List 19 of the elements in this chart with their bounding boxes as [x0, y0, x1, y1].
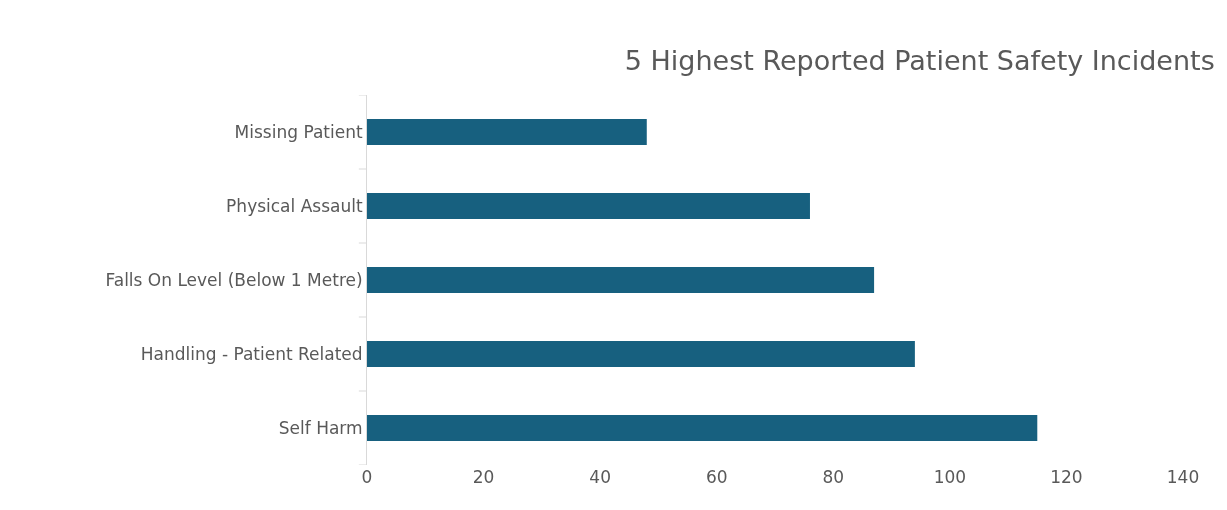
bar: [367, 119, 647, 145]
bar: [367, 267, 875, 293]
x-tick-label: 80: [822, 467, 845, 487]
x-tick-label: 0: [361, 467, 373, 487]
y-tick-label: Physical Assault: [226, 195, 363, 216]
y-tick-label: Self Harm: [278, 417, 363, 438]
x-tick-label: 60: [705, 467, 728, 487]
chart-title: 5 Highest Reported Patient Safety Incidents: [624, 44, 1215, 76]
y-tick-label: Handling - Patient Related: [140, 343, 363, 364]
y-tick-label: Missing Patient: [234, 121, 363, 142]
x-tick-label: 120: [1050, 467, 1083, 487]
y-tick-label: Falls On Level (Below 1 Metre): [105, 269, 363, 290]
x-tick-label: 40: [589, 467, 611, 487]
x-tick-label: 20: [472, 467, 495, 487]
bar: [367, 415, 1038, 441]
x-tick-label: 100: [933, 467, 967, 487]
bar: [367, 341, 915, 367]
bar: [367, 193, 810, 219]
x-tick-label: 140: [1166, 467, 1200, 487]
